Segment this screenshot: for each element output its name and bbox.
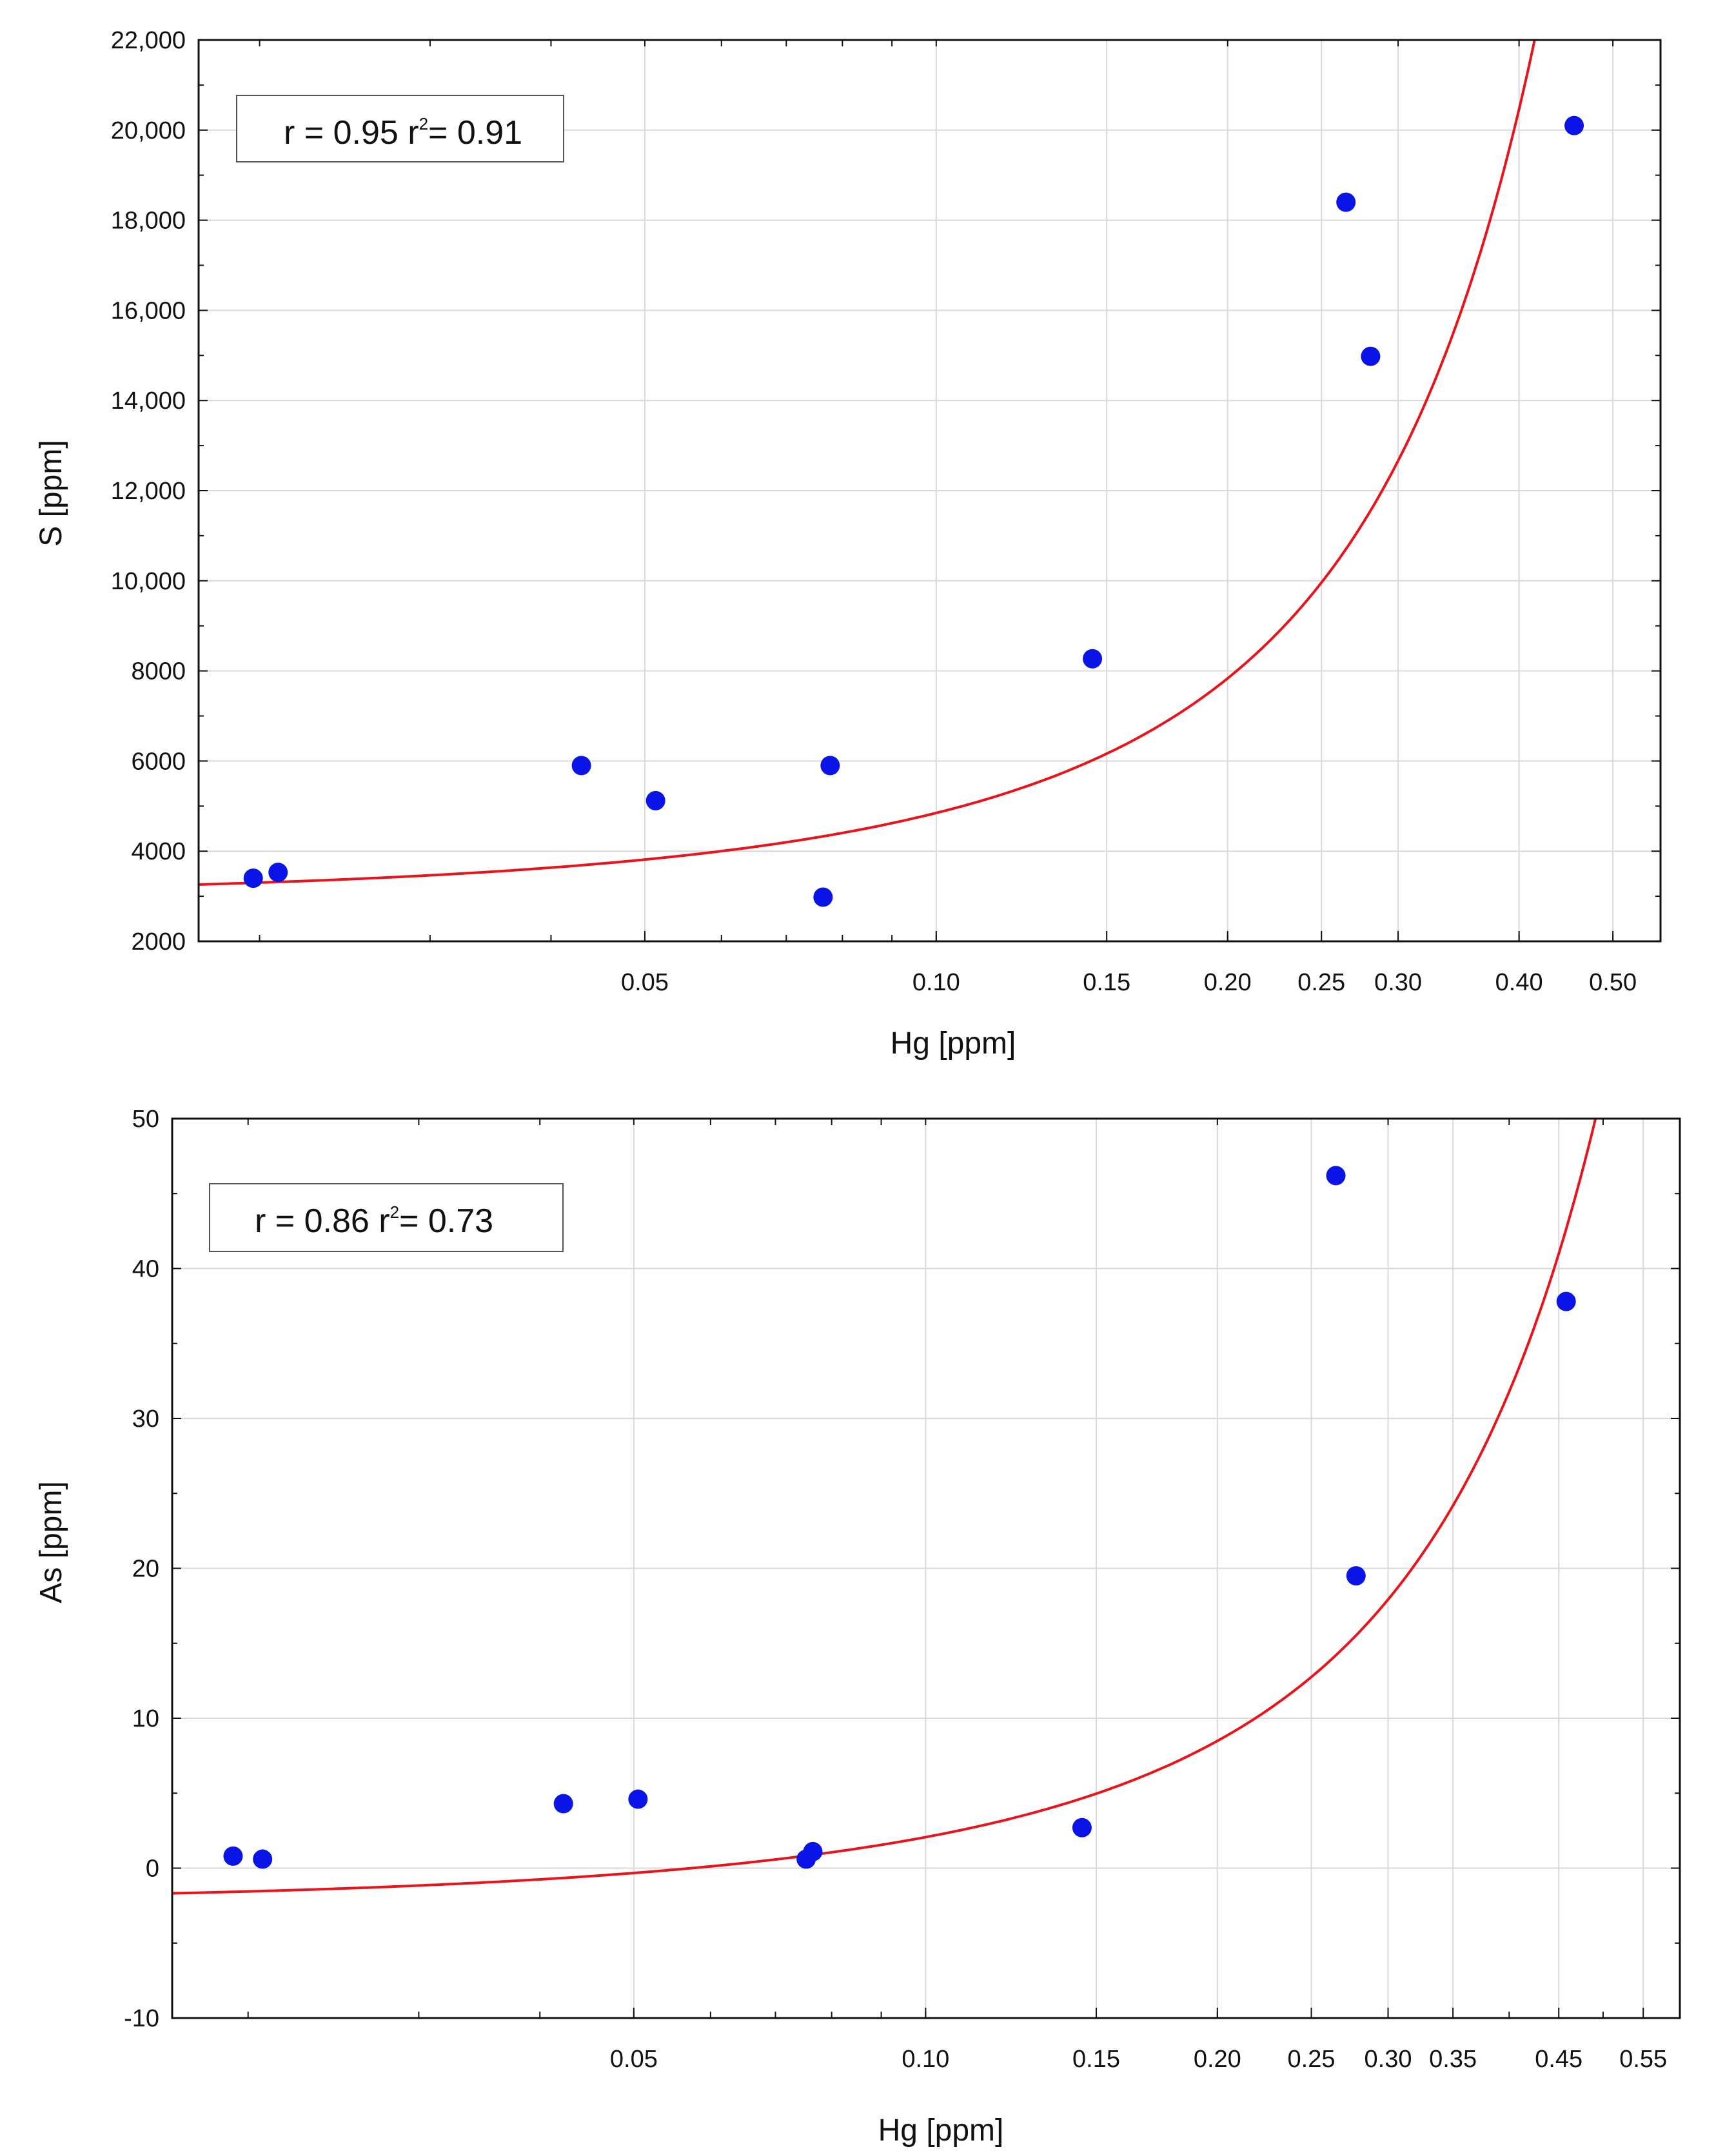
chart2-y-tick-label: 20 xyxy=(132,1556,159,1583)
chart1-stat-sup: 2 xyxy=(419,114,428,133)
chart1-x-tick-label: 0.20 xyxy=(1204,969,1252,996)
chart1-y-tick-label: 16,000 xyxy=(111,297,186,324)
chart1-y-tick-label: 18,000 xyxy=(111,208,186,235)
chart2-data-point xyxy=(1346,1566,1366,1586)
chart1-gridlines xyxy=(199,39,1661,942)
chart2-x-tick-label: 0.30 xyxy=(1365,2046,1412,2073)
chart1-data-point xyxy=(820,756,840,776)
chart1-y-tick-label: 10,000 xyxy=(111,568,186,595)
chart2-data-point xyxy=(1072,1818,1092,1838)
chart2-data-points xyxy=(223,1166,1576,1869)
chart2-y-axis-title: As [ppm] xyxy=(34,1481,68,1603)
chart2-y-tick-label: 40 xyxy=(132,1256,159,1283)
chart-s-vs-hg: 0.05 0.10 0.15 0.20 0.25 0.30 0.40 0.50 2000 400… xyxy=(34,27,1662,1061)
chart1-y-tick-label: 12,000 xyxy=(111,478,186,505)
chart1-x-tick-label: 0.15 xyxy=(1083,969,1130,996)
chart1-x-tick-label: 0.50 xyxy=(1589,969,1637,996)
chart2-x-tick-label: 0.55 xyxy=(1619,2046,1667,2073)
chart1-y-tick-label: 2000 xyxy=(131,928,186,956)
chart1-stat-r: r = 0.95 r xyxy=(284,114,419,152)
chart2-x-axis-title: Hg [ppm] xyxy=(878,2113,1004,2148)
chart2-y-tick-label: 0 xyxy=(146,1856,159,1883)
chart1-fit-curve xyxy=(199,40,1536,886)
chart1-data-point xyxy=(1083,649,1103,669)
chart2-y-tick-labels: -10 0 10 20 30 40 50 xyxy=(124,1106,159,2032)
chart1-data-point xyxy=(813,887,833,907)
chart2-data-point xyxy=(223,1846,243,1866)
chart2-x-tick-label: 0.25 xyxy=(1288,2046,1336,2073)
chart2-stat-sup: 2 xyxy=(390,1202,399,1222)
chart1-frame xyxy=(197,39,1662,943)
chart1-y-tick-label: 6000 xyxy=(131,748,186,775)
chart1-x-tick-label: 0.10 xyxy=(912,969,960,996)
chart1-x-tick-label: 0.30 xyxy=(1374,969,1422,996)
chart1-x-tick-label: 0.25 xyxy=(1297,969,1345,996)
chart1-y-tick-labels: 2000 4000 6000 8000 10,000 12,000 14,000 16,000… xyxy=(111,27,186,956)
chart2-data-point xyxy=(1326,1166,1346,1186)
chart1-x-tick-label: 0.05 xyxy=(621,969,669,996)
chart2-fit-curve xyxy=(172,1119,1597,1895)
chart2-x-tick-label: 0.10 xyxy=(902,2046,949,2073)
chart1-data-point xyxy=(1564,115,1584,135)
chart1-data-point xyxy=(268,863,288,883)
chart1-x-tick-labels: 0.05 0.10 0.15 0.20 0.25 0.30 0.40 0.50 xyxy=(621,969,1637,996)
chart2-data-point xyxy=(628,1789,648,1809)
svg-text:r = 0.86 r2= 0.73: r = 0.86 r2= 0.73 xyxy=(255,1202,493,1240)
chart1-y-axis-title: S [ppm] xyxy=(34,440,68,546)
chart2-stat-r: r = 0.86 r xyxy=(255,1202,390,1240)
chart2-y-tick-label: 10 xyxy=(132,1705,159,1732)
chart-as-vs-hg: 0.05 0.10 0.15 0.20 0.25 0.30 0.35 0.45 0.55 -10… xyxy=(34,1106,1681,2148)
chart1-data-point xyxy=(571,756,591,776)
chart2-x-tick-labels: 0.05 0.10 0.15 0.20 0.25 0.30 0.35 0.45 0.55 xyxy=(610,2046,1667,2073)
chart1-data-point xyxy=(1336,192,1356,212)
chart2-y-tick-label: 30 xyxy=(132,1406,159,1433)
chart2-data-point xyxy=(803,1841,823,1861)
chart2-fit-curve-group xyxy=(172,1119,1597,1895)
chart1-fit-curve-group xyxy=(199,40,1536,886)
chart1-data-point xyxy=(1361,346,1381,366)
chart2-x-tick-label: 0.35 xyxy=(1429,2046,1477,2073)
chart1-y-tick-label: 4000 xyxy=(131,838,186,865)
chart1-data-point xyxy=(646,790,665,810)
chart2-x-tick-label: 0.20 xyxy=(1194,2046,1241,2073)
chart1-x-axis-title: Hg [ppm] xyxy=(891,1026,1016,1061)
chart2-frame xyxy=(171,1117,1681,2019)
chart1-y-tick-label: 20,000 xyxy=(111,117,186,144)
chart2-x-tick-label: 0.15 xyxy=(1072,2046,1120,2073)
chart2-stat-r2: = 0.73 xyxy=(399,1202,493,1240)
chart2-data-point xyxy=(253,1849,273,1869)
chart2-gridlines xyxy=(172,1118,1680,2019)
chart1-x-tick-label: 0.40 xyxy=(1495,969,1543,996)
chart1-stat-r2: = 0.91 xyxy=(428,114,522,152)
svg-text:r = 0.95 r2= 0.91: r = 0.95 r2= 0.91 xyxy=(284,114,522,152)
chart1-data-points xyxy=(243,115,1584,907)
chart2-data-point xyxy=(1556,1291,1576,1311)
chart2-x-tick-label: 0.05 xyxy=(610,2046,658,2073)
chart1-y-tick-label: 14,000 xyxy=(111,387,186,415)
chart2-data-point xyxy=(553,1794,573,1814)
chart2-y-tick-label: -10 xyxy=(124,2005,159,2032)
chart2-annotation-box: r = 0.86 r2= 0.73 xyxy=(209,1183,564,1252)
chart1-y-tick-label: 8000 xyxy=(131,658,186,685)
chart1-annotation-box: r = 0.95 r2= 0.91 xyxy=(236,95,564,162)
chart2-y-tick-label: 50 xyxy=(132,1106,159,1133)
chart1-y-tick-label: 22,000 xyxy=(111,27,186,54)
chart1-data-point xyxy=(243,868,263,888)
chart2-x-tick-label: 0.45 xyxy=(1535,2046,1582,2073)
